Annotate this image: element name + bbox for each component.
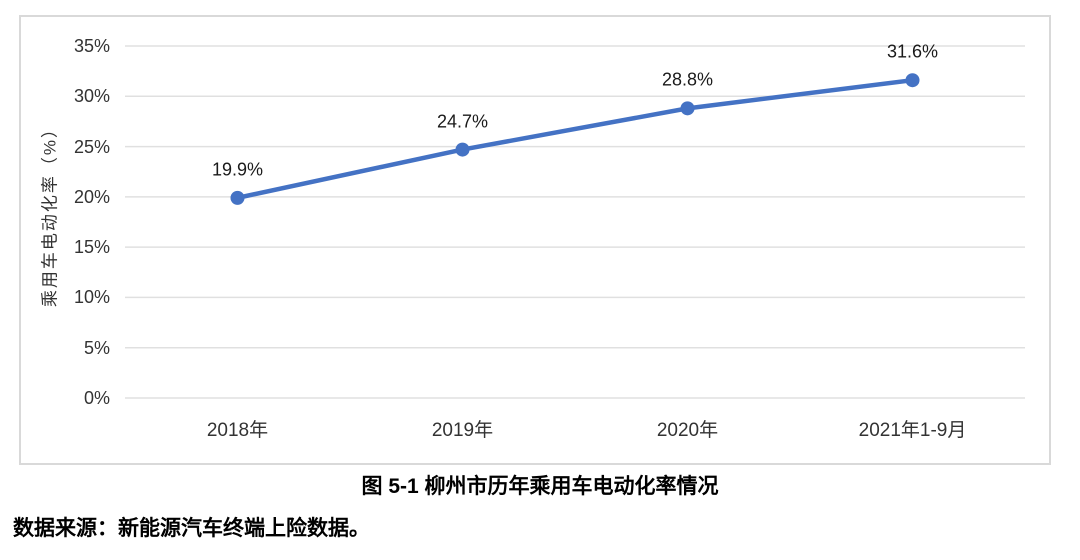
y-tick-label: 20%	[73, 186, 110, 207]
y-tick-label: 35%	[73, 36, 110, 56]
y-tick-label: 30%	[73, 86, 110, 107]
data-point-marker	[905, 73, 920, 88]
figure-caption: 图 5-1 柳州市历年乘用车电动化率情况	[361, 475, 719, 498]
data-source-note: 数据来源：新能源汽车终端上险数据。	[13, 517, 370, 540]
data-point-label: 19.9%	[211, 159, 264, 180]
data-point-label: 24.7%	[436, 111, 489, 132]
y-tick-label: 5%	[83, 337, 110, 358]
y-tick-label: 0%	[83, 388, 110, 408]
y-tick-label: 15%	[73, 237, 110, 258]
y-tick-label: 25%	[73, 136, 110, 157]
data-point-marker	[455, 142, 470, 157]
y-tick-label: 10%	[73, 287, 110, 308]
chart-frame	[19, 15, 1051, 465]
x-tick-label: 2020年	[656, 420, 719, 441]
data-point-label: 28.8%	[661, 69, 714, 90]
series-line	[235, 77, 915, 201]
x-tick-label: 2019年	[431, 420, 494, 441]
data-point-label: 31.6%	[886, 41, 939, 62]
data-point-marker	[680, 101, 695, 116]
data-point-marker	[230, 190, 245, 205]
x-tick-label: 2018年	[206, 420, 269, 441]
x-tick-label: 2021年1-9月	[858, 420, 967, 441]
